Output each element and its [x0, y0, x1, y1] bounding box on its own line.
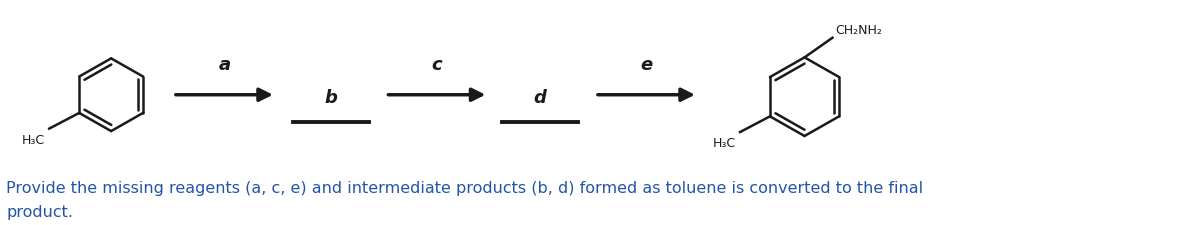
Text: CH₂NH₂: CH₂NH₂	[835, 24, 882, 37]
Text: a: a	[218, 56, 230, 74]
Text: b: b	[324, 89, 337, 107]
Text: d: d	[534, 89, 546, 107]
Text: H₃C: H₃C	[713, 137, 736, 150]
Text: product.: product.	[6, 205, 73, 220]
Text: Provide the missing reagents (a, c, e) and intermediate products (b, d) formed a: Provide the missing reagents (a, c, e) a…	[6, 181, 924, 196]
Text: c: c	[432, 56, 442, 74]
Text: e: e	[641, 56, 653, 74]
Text: H₃C: H₃C	[22, 134, 46, 146]
